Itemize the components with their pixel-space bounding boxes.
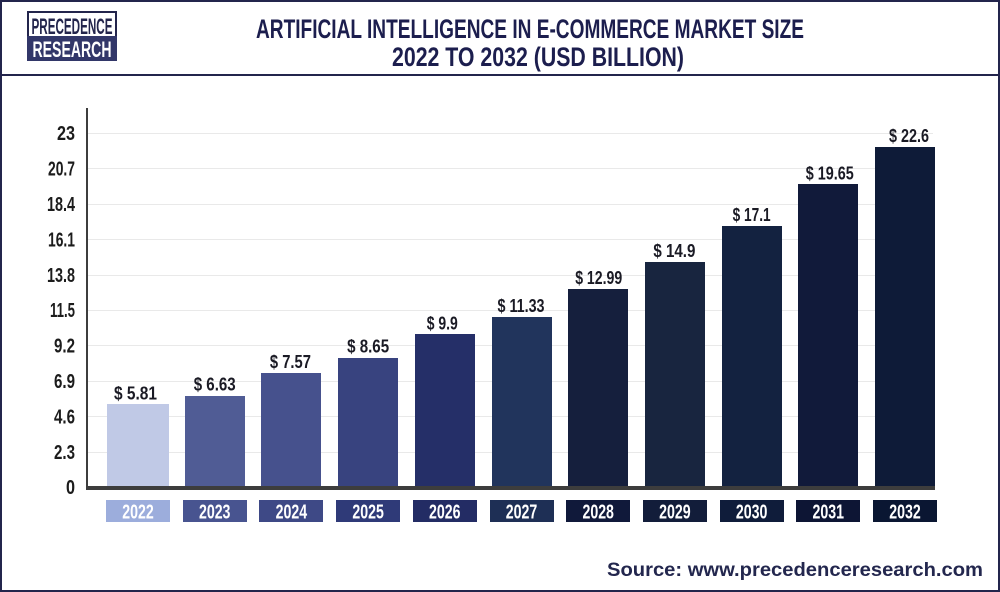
svg-text:$ 6.63: $ 6.63 (194, 375, 236, 395)
svg-text:6.9: 6.9 (54, 371, 75, 393)
svg-text:9.2: 9.2 (54, 336, 75, 358)
svg-text:$ 14.9: $ 14.9 (653, 241, 695, 261)
svg-text:20.7: 20.7 (48, 159, 75, 181)
svg-text:$ 9.9: $ 9.9 (427, 313, 458, 333)
svg-text:Source: www.precedenceresearch: Source: www.precedenceresearch.com (607, 559, 983, 581)
svg-text:18.4: 18.4 (47, 194, 76, 216)
svg-text:2032: 2032 (889, 502, 921, 524)
svg-text:2030: 2030 (736, 502, 768, 524)
svg-text:2028: 2028 (582, 502, 614, 524)
svg-text:0: 0 (66, 477, 75, 499)
svg-text:23: 23 (57, 123, 75, 145)
svg-text:2027: 2027 (506, 502, 538, 524)
svg-text:2031: 2031 (813, 502, 845, 524)
svg-text:11.5: 11.5 (50, 300, 75, 322)
svg-text:2024: 2024 (276, 502, 308, 524)
svg-text:2022: 2022 (122, 502, 154, 524)
svg-text:$ 11.33: $ 11.33 (498, 296, 545, 316)
svg-text:$ 8.65: $ 8.65 (347, 337, 389, 357)
svg-text:RESEARCH: RESEARCH (33, 37, 112, 62)
svg-text:$ 17.1: $ 17.1 (733, 205, 771, 225)
svg-text:$ 5.81: $ 5.81 (114, 383, 157, 403)
svg-text:4.6: 4.6 (54, 406, 75, 428)
svg-text:PRECEDENCE: PRECEDENCE (32, 14, 113, 39)
svg-text:16.1: 16.1 (48, 229, 75, 251)
svg-text:2029: 2029 (659, 502, 691, 524)
svg-text:$ 22.6: $ 22.6 (889, 126, 929, 146)
svg-text:2023: 2023 (199, 502, 231, 524)
svg-text:2026: 2026 (429, 502, 461, 524)
svg-text:2022 TO 2032 (USD BILLION): 2022 TO 2032 (USD BILLION) (392, 42, 684, 72)
svg-text:2025: 2025 (352, 502, 384, 524)
svg-text:13.8: 13.8 (47, 265, 75, 287)
svg-text:$ 12.99: $ 12.99 (575, 268, 622, 288)
svg-text:ARTIFICIAL INTELLIGENCE IN E-C: ARTIFICIAL INTELLIGENCE IN E-COMMERCE MA… (256, 14, 804, 44)
svg-text:$ 19.65: $ 19.65 (806, 163, 854, 183)
svg-text:2.3: 2.3 (54, 442, 75, 464)
svg-text:$ 7.57: $ 7.57 (270, 352, 311, 372)
